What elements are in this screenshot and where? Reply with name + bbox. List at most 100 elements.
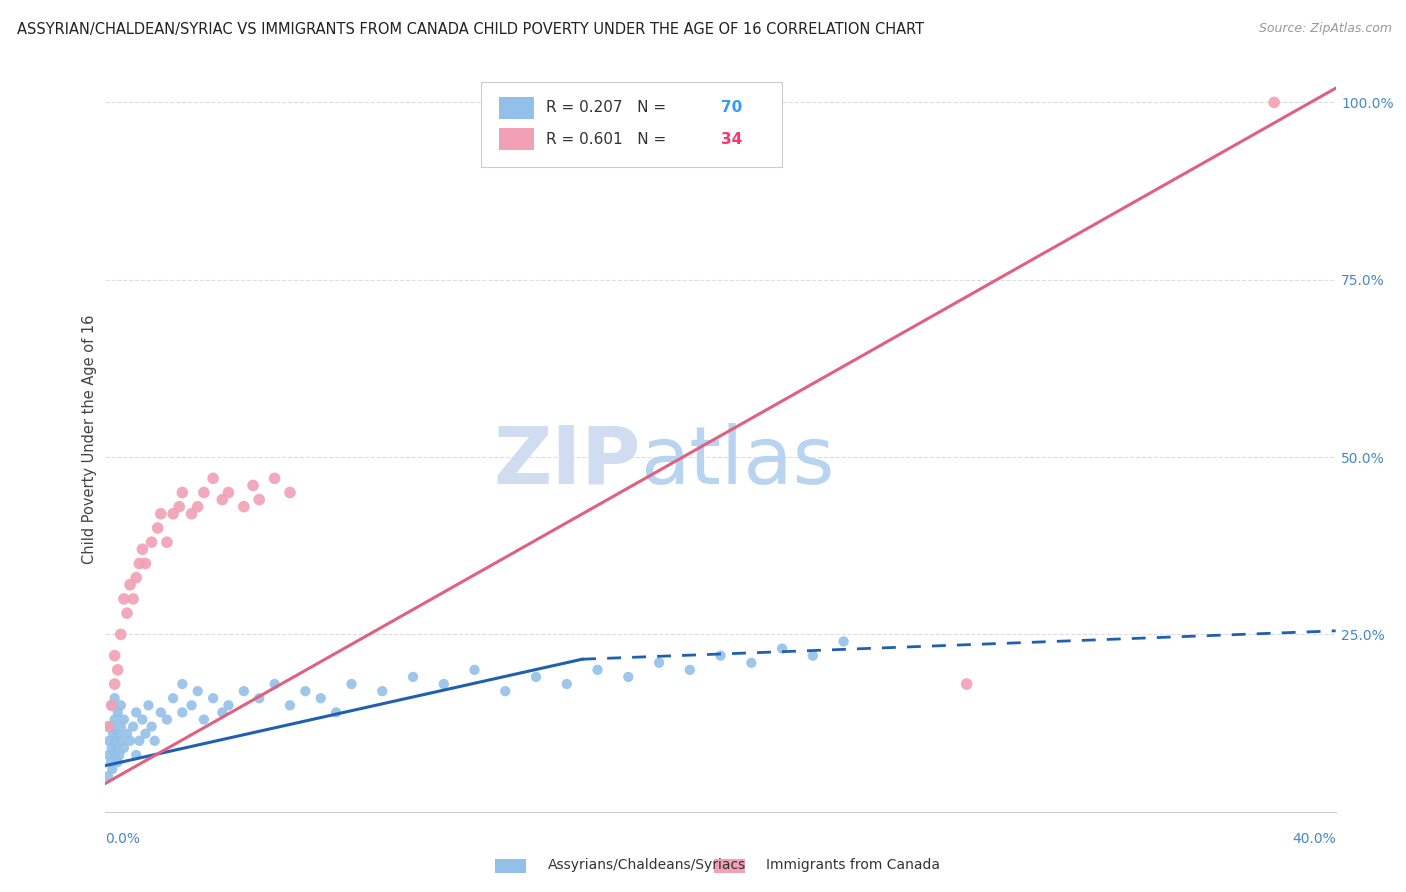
Bar: [499, 128, 534, 151]
Point: [218, 485, 240, 500]
Point: [104, 691, 127, 706]
Text: Assyrians/Chaldeans/Syriacs: Assyrians/Chaldeans/Syriacs: [548, 858, 747, 872]
Point: [187, 684, 209, 698]
Point: [125, 747, 148, 762]
Y-axis label: Child Poverty Under the Age of 16: Child Poverty Under the Age of 16: [82, 315, 97, 564]
Point: [294, 684, 316, 698]
Point: [180, 698, 202, 713]
Point: [143, 733, 166, 747]
Point: [98, 720, 121, 734]
Point: [247, 691, 270, 706]
Point: [110, 698, 132, 713]
Point: [120, 733, 141, 747]
Point: [679, 663, 702, 677]
Point: [104, 677, 127, 691]
Point: [433, 677, 456, 691]
Point: [172, 677, 194, 691]
Point: [263, 471, 285, 485]
Point: [131, 713, 153, 727]
FancyBboxPatch shape: [481, 82, 782, 168]
Point: [107, 706, 129, 720]
Point: [524, 670, 547, 684]
Point: [104, 733, 127, 747]
Point: [100, 740, 122, 755]
Point: [464, 663, 486, 677]
Point: [263, 677, 285, 691]
Point: [125, 571, 148, 585]
Point: [156, 713, 179, 727]
Point: [110, 720, 132, 734]
Point: [193, 713, 215, 727]
Point: [110, 733, 132, 747]
Point: [101, 762, 124, 776]
Point: [107, 663, 129, 677]
Text: R = 0.601   N =: R = 0.601 N =: [546, 132, 671, 146]
Bar: [499, 96, 534, 119]
Point: [115, 606, 138, 620]
Point: [115, 727, 138, 741]
Point: [162, 691, 184, 706]
Point: [146, 521, 169, 535]
Point: [134, 557, 156, 571]
Point: [131, 542, 153, 557]
Point: [340, 677, 363, 691]
Point: [193, 485, 215, 500]
Point: [105, 740, 128, 755]
Text: atlas: atlas: [641, 423, 835, 500]
Point: [107, 755, 129, 769]
Point: [242, 478, 264, 492]
Point: [211, 492, 233, 507]
Point: [107, 727, 129, 741]
Point: [218, 698, 240, 713]
Text: Source: ZipAtlas.com: Source: ZipAtlas.com: [1258, 22, 1392, 36]
Point: [555, 677, 578, 691]
Text: 34: 34: [721, 132, 742, 146]
Text: 70: 70: [721, 101, 742, 115]
Point: [98, 733, 121, 747]
Point: [108, 747, 131, 762]
Point: [494, 684, 516, 698]
Point: [202, 471, 225, 485]
Point: [120, 578, 141, 592]
Point: [648, 656, 671, 670]
Point: [172, 485, 194, 500]
Point: [128, 733, 150, 747]
Text: ZIP: ZIP: [494, 423, 641, 500]
Point: [125, 706, 148, 720]
Point: [104, 648, 127, 663]
Point: [112, 591, 135, 606]
Point: [202, 691, 225, 706]
Point: [128, 557, 150, 571]
Point: [211, 706, 233, 720]
Point: [149, 507, 172, 521]
Point: [232, 500, 254, 514]
Point: [104, 747, 127, 762]
Point: [832, 634, 855, 648]
Point: [325, 706, 347, 720]
Text: 40.0%: 40.0%: [1292, 832, 1336, 846]
Point: [247, 492, 270, 507]
Point: [97, 747, 120, 762]
Point: [278, 698, 301, 713]
Text: R = 0.207   N =: R = 0.207 N =: [546, 101, 671, 115]
Point: [1263, 95, 1285, 110]
Point: [141, 535, 163, 549]
Point: [309, 691, 332, 706]
Point: [100, 698, 122, 713]
Point: [402, 670, 425, 684]
Point: [104, 713, 127, 727]
Point: [100, 720, 122, 734]
Point: [97, 720, 120, 734]
Point: [110, 627, 132, 641]
Point: [371, 684, 394, 698]
Point: [770, 641, 793, 656]
Point: [156, 535, 179, 549]
Text: 0.0%: 0.0%: [105, 832, 141, 846]
Point: [112, 713, 135, 727]
Point: [141, 720, 163, 734]
Text: Immigrants from Canada: Immigrants from Canada: [766, 858, 941, 872]
Text: ASSYRIAN/CHALDEAN/SYRIAC VS IMMIGRANTS FROM CANADA CHILD POVERTY UNDER THE AGE O: ASSYRIAN/CHALDEAN/SYRIAC VS IMMIGRANTS F…: [17, 22, 924, 37]
Point: [122, 591, 145, 606]
Point: [169, 500, 191, 514]
Point: [710, 648, 733, 663]
